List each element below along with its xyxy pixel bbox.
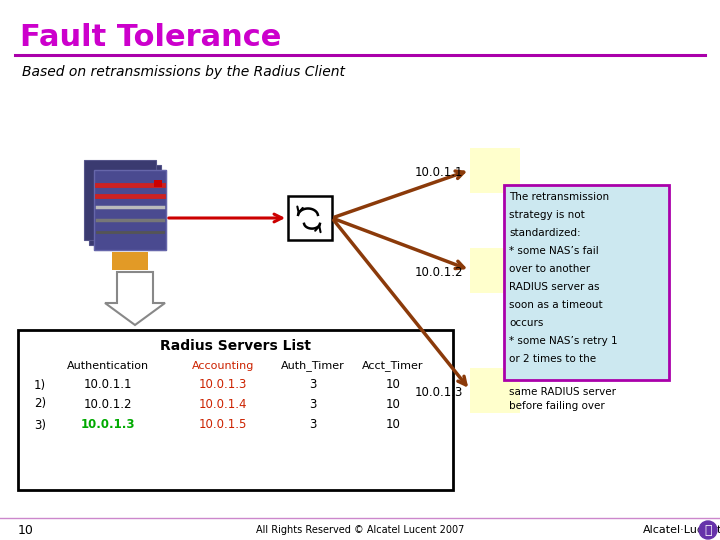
Text: 2): 2) — [34, 397, 46, 410]
FancyBboxPatch shape — [84, 160, 156, 240]
Text: Accounting: Accounting — [192, 361, 254, 371]
Text: 10.0.1.1: 10.0.1.1 — [84, 379, 132, 392]
Text: 10.0.1.3: 10.0.1.3 — [199, 379, 247, 392]
Text: 10.0.1.2: 10.0.1.2 — [84, 397, 132, 410]
Text: Fault Tolerance: Fault Tolerance — [20, 24, 282, 52]
FancyBboxPatch shape — [89, 165, 161, 245]
FancyBboxPatch shape — [18, 330, 453, 490]
Text: same RADIUS server: same RADIUS server — [509, 387, 616, 397]
FancyBboxPatch shape — [288, 196, 332, 240]
FancyBboxPatch shape — [470, 248, 520, 293]
FancyBboxPatch shape — [154, 180, 162, 187]
Text: Auth_Timer: Auth_Timer — [281, 361, 345, 372]
Text: The retransmission: The retransmission — [509, 192, 609, 202]
Text: Based on retransmissions by the Radius Client: Based on retransmissions by the Radius C… — [22, 65, 345, 79]
Text: 10.0.1.1: 10.0.1.1 — [415, 165, 463, 179]
Text: 3: 3 — [310, 379, 317, 392]
Text: 10.0.1.4: 10.0.1.4 — [199, 397, 247, 410]
FancyBboxPatch shape — [470, 368, 520, 413]
Text: over to another: over to another — [509, 264, 590, 274]
Text: * some NAS’s fail: * some NAS’s fail — [509, 246, 599, 256]
Text: 10.0.1.3: 10.0.1.3 — [415, 387, 463, 400]
Text: 1): 1) — [34, 379, 46, 392]
FancyBboxPatch shape — [504, 185, 669, 380]
FancyBboxPatch shape — [94, 170, 166, 250]
Text: * some NAS’s retry 1: * some NAS’s retry 1 — [509, 336, 618, 346]
Text: occurs: occurs — [509, 318, 544, 328]
Text: 3: 3 — [310, 397, 317, 410]
Text: 10.0.1.5: 10.0.1.5 — [199, 418, 247, 431]
Text: Alcatel·Lucent: Alcatel·Lucent — [643, 525, 720, 535]
Text: ⧗: ⧗ — [704, 523, 712, 537]
Text: 10: 10 — [386, 379, 400, 392]
Text: or 2 times to the: or 2 times to the — [509, 354, 596, 364]
Text: 10: 10 — [386, 397, 400, 410]
Text: Acct_Timer: Acct_Timer — [362, 361, 424, 372]
Text: 3): 3) — [34, 418, 46, 431]
Text: 3: 3 — [310, 418, 317, 431]
Text: soon as a timeout: soon as a timeout — [509, 300, 603, 310]
Text: Radius Servers List: Radius Servers List — [160, 339, 311, 353]
Text: 10: 10 — [18, 523, 34, 537]
FancyBboxPatch shape — [470, 148, 520, 193]
Polygon shape — [105, 272, 165, 325]
Text: 10.0.1.3: 10.0.1.3 — [81, 418, 135, 431]
Text: 10: 10 — [386, 418, 400, 431]
Text: All Rights Reserved © Alcatel Lucent 2007: All Rights Reserved © Alcatel Lucent 200… — [256, 525, 464, 535]
FancyBboxPatch shape — [94, 170, 166, 250]
Text: 10.0.1.2: 10.0.1.2 — [415, 266, 463, 279]
Circle shape — [699, 521, 717, 539]
FancyBboxPatch shape — [112, 252, 148, 270]
Text: strategy is not: strategy is not — [509, 210, 585, 220]
Text: standardized:: standardized: — [509, 228, 580, 238]
Text: RADIUS server as: RADIUS server as — [509, 282, 600, 292]
Text: before failing over: before failing over — [509, 401, 605, 411]
Text: Authentication: Authentication — [67, 361, 149, 371]
